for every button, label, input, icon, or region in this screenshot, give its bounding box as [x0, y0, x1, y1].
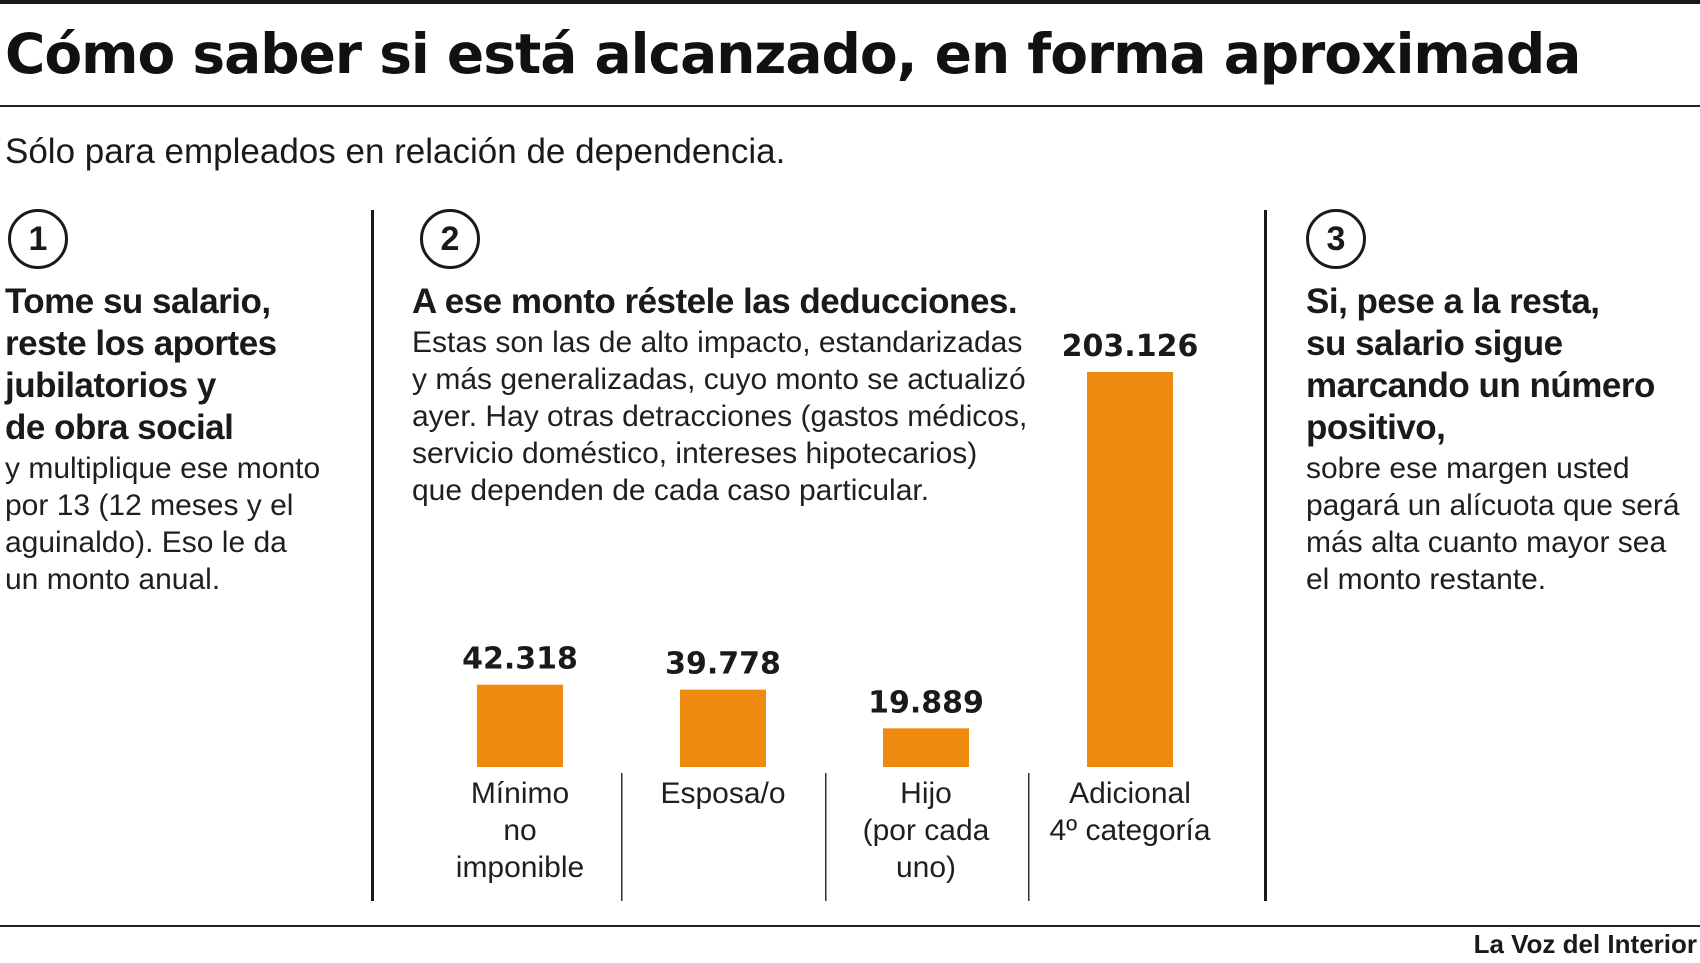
step-2-body-line: y más generalizadas, cuyo monto se actua…	[412, 363, 1026, 396]
category-label: imponible	[456, 851, 584, 884]
step-1-body-line: un monto anual.	[5, 563, 221, 596]
category-label: Esposa/o	[660, 777, 785, 810]
bar-3	[883, 728, 969, 767]
category-divider	[621, 773, 623, 901]
category-divider	[825, 773, 827, 901]
step-3-body-line: más alta cuanto mayor sea	[1306, 526, 1667, 559]
step-1-heading-line: reste los aportes	[5, 324, 277, 363]
step-3-heading: Si, pese a la resta, su salario sigue ma…	[1306, 281, 1655, 449]
step-3-heading-line: positivo,	[1306, 408, 1446, 447]
step-2-body-line: que dependen de cada caso particular.	[412, 474, 930, 507]
bar-value-label: 203.126	[1062, 329, 1199, 364]
category-label: (por cada	[863, 814, 990, 847]
title-rule	[0, 105, 1700, 107]
step-1-heading-line: de obra social	[5, 408, 234, 447]
step-1-number: 1	[8, 209, 68, 269]
step-2-body-line: Estas son las de alto impacto, estandari…	[412, 326, 1023, 359]
step-2-body-line: ayer. Hay otras detracciones (gastos méd…	[412, 400, 1028, 433]
category-divider	[1028, 773, 1030, 901]
footer-rule	[0, 925, 1700, 927]
bar-2	[680, 689, 766, 767]
subtitle: Sólo para empleados en relación de depen…	[5, 132, 786, 171]
step-3-body-line: sobre ese margen usted	[1306, 452, 1630, 485]
step-1-body-line: aguinaldo). Eso le da	[5, 526, 287, 559]
step-3-body-line: pagará un alícuota que será	[1306, 489, 1680, 522]
page-title: Cómo saber si está alcanzado, en forma a…	[5, 22, 1581, 86]
category-label: uno)	[896, 851, 956, 884]
column-divider-1	[371, 210, 374, 901]
step-2-heading: A ese monto réstele las deducciones.	[412, 281, 1018, 323]
category-label: 4º categoría	[1049, 814, 1210, 847]
step-1-body-line: por 13 (12 meses y el	[5, 489, 294, 522]
step-2-heading-line: A ese monto réstele las deducciones.	[412, 282, 1018, 321]
top-rule	[0, 0, 1700, 4]
step-2-number: 2	[420, 209, 480, 269]
step-2-body: Estas son las de alto impacto, estandari…	[412, 324, 1027, 509]
column-divider-2	[1264, 210, 1267, 901]
step-3-body: sobre ese margen usted pagará un alícuot…	[1306, 450, 1680, 598]
step-3-body-line: el monto restante.	[1306, 563, 1547, 596]
step-1-body-line: y multiplique ese monto	[5, 452, 321, 485]
step-1-heading-line: Tome su salario,	[5, 282, 271, 321]
category-label: Hijo	[900, 777, 952, 810]
step-3-heading-line: marcando un número	[1306, 366, 1655, 405]
bar-4	[1087, 372, 1173, 767]
category-label: Adicional	[1069, 777, 1191, 810]
category-label: Mínimo	[471, 777, 569, 810]
publisher-credit: La Voz del Interior	[1473, 929, 1697, 959]
bar-value-label: 39.778	[665, 647, 781, 682]
step-1-heading: Tome su salario, reste los aportes jubil…	[5, 281, 277, 449]
step-1-heading-line: jubilatorios y	[5, 366, 216, 405]
step-3-heading-line: su salario sigue	[1306, 324, 1563, 363]
step-2-body-line: servicio doméstico, intereses hipotecari…	[412, 437, 978, 470]
bar-1	[477, 684, 563, 767]
step-3-number: 3	[1306, 209, 1366, 269]
step-3-heading-line: Si, pese a la resta,	[1306, 282, 1600, 321]
category-label: no	[503, 814, 536, 847]
bar-value-label: 19.889	[868, 685, 984, 720]
bar-value-label: 42.318	[462, 642, 578, 677]
step-1-body: y multiplique ese monto por 13 (12 meses…	[5, 450, 320, 598]
